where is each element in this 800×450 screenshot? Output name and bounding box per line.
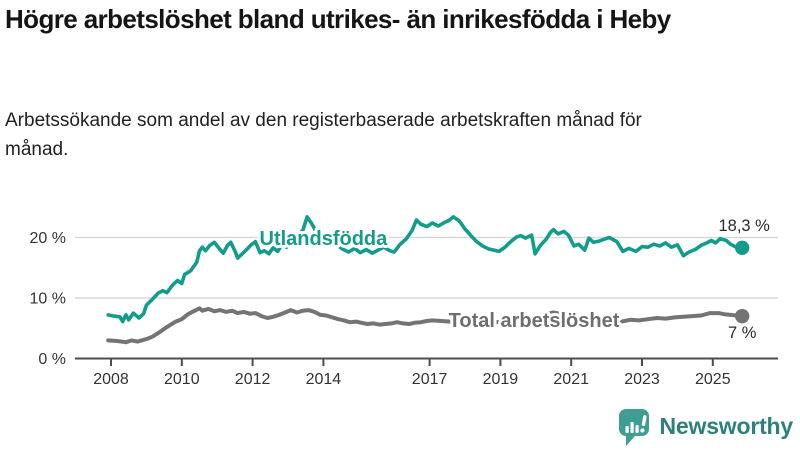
x-axis-tick-label: 2017 <box>412 371 448 388</box>
bar-2 <box>630 422 634 433</box>
series-label-utlandsfodda: Utlandsfödda <box>260 228 389 250</box>
x-axis-tick-label: 2014 <box>306 371 342 388</box>
end-value-label-utlandsfodda: 18,3 % <box>718 217 770 235</box>
x-axis-tick-label: 2023 <box>624 371 660 388</box>
end-value-label-total: 7 % <box>728 324 757 342</box>
series-line-total <box>106 306 745 345</box>
end-dot-utlandsfodda <box>734 240 750 255</box>
end-dot-total <box>734 308 750 324</box>
y-axis-tick-label: 10 % <box>30 291 66 308</box>
x-axis-tick-label: 2012 <box>235 371 271 388</box>
exclamation-mark <box>639 415 647 433</box>
chart-title: Högre arbetslöshet bland utrikes- än inr… <box>5 4 671 34</box>
x-axis-tick-label: 2025 <box>695 371 731 388</box>
y-axis-tick-label: 20 % <box>30 230 66 247</box>
brand-name: Newsworthy <box>659 412 794 439</box>
bar-1 <box>625 426 629 433</box>
x-axis-tick-label: 2021 <box>553 371 589 388</box>
speech-bubble-shape <box>618 409 649 446</box>
series-line-utlandsfodda <box>106 215 745 324</box>
bar-3 <box>635 425 639 433</box>
brand-footer: Newsworthy <box>616 406 793 446</box>
x-axis-tick-label: 2008 <box>93 371 129 388</box>
x-axis-tick-label: 2019 <box>483 371 519 388</box>
chart-subtitle: Arbetssökande som andel av den registerb… <box>5 110 642 161</box>
newsworthy-chart-bubble-icon <box>618 409 649 446</box>
x-axis-tick-label: 2010 <box>164 371 200 388</box>
y-axis-tick-label: 0 % <box>38 351 66 368</box>
series-label-total: Total arbetslöshet <box>449 310 620 332</box>
